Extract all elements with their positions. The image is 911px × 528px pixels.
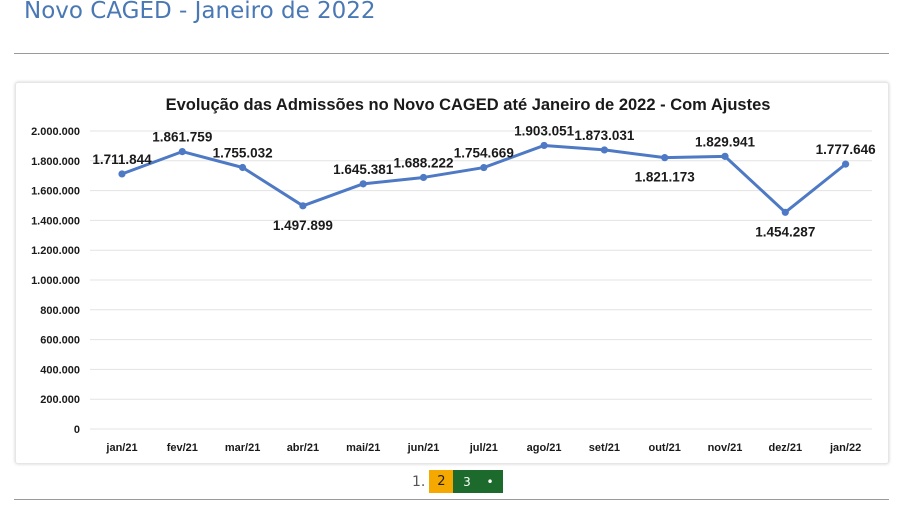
- data-label: 1.645.381: [333, 162, 394, 177]
- y-tick-label: 400.000: [40, 364, 80, 376]
- x-tick-label: dez/21: [768, 442, 802, 454]
- pager-dot-icon[interactable]: •: [486, 474, 494, 489]
- x-tick-label: set/21: [589, 442, 620, 454]
- y-tick-label: 2.000.000: [31, 126, 80, 138]
- data-point: [661, 154, 669, 162]
- data-point: [178, 147, 186, 156]
- series-line: [118, 141, 850, 216]
- data-point: [419, 173, 428, 182]
- x-tick-label: mai/21: [346, 442, 380, 454]
- y-tick-label: 1.400.000: [31, 215, 80, 227]
- data-point: [781, 208, 789, 216]
- data-label: 1.497.899: [273, 218, 333, 233]
- chart-title: Evolução das Admissões no Novo CAGED até…: [166, 96, 771, 114]
- x-tick-label: jan/21: [105, 442, 137, 454]
- y-axis-ticks: 0 200.000 400.000 600.000 800.000 1.000.000 1.…: [31, 126, 80, 436]
- y-tick-label: 1.000.000: [31, 275, 80, 287]
- y-tick-label: 1.600.000: [31, 186, 80, 198]
- data-label: 1.873.031: [574, 128, 635, 143]
- y-tick-label: 1.800.000: [31, 156, 80, 168]
- page-title: Novo CAGED - Janeiro de 2022: [24, 0, 376, 24]
- x-tick-label: nov/21: [708, 442, 743, 454]
- x-tick-label: jun/21: [407, 442, 440, 454]
- data-label: 1.829.941: [695, 134, 756, 149]
- y-tick-label: 1.200.000: [31, 245, 80, 257]
- data-point: [299, 202, 307, 210]
- pager-page-next[interactable]: 3: [463, 474, 471, 489]
- x-tick-label: ago/21: [527, 442, 562, 454]
- data-point: [359, 180, 367, 188]
- data-label: 1.777.646: [816, 142, 877, 157]
- pager-nav[interactable]: 3 •: [453, 470, 504, 493]
- data-point: [540, 141, 548, 150]
- x-tick-label: fev/21: [167, 442, 198, 454]
- y-tick-label: 0: [74, 424, 80, 436]
- data-label: 1.903.051: [514, 123, 575, 138]
- x-tick-label: jul/21: [469, 442, 498, 454]
- data-label: 1.861.759: [152, 130, 212, 145]
- bottom-divider: [14, 499, 889, 500]
- data-point: [600, 146, 609, 154]
- data-label: 1.454.287: [755, 224, 815, 239]
- y-tick-label: 600.000: [40, 335, 80, 347]
- data-label: 1.821.173: [635, 170, 696, 185]
- pager-page-active[interactable]: 2: [429, 470, 454, 493]
- data-point: [118, 170, 126, 178]
- data-label: 1.711.844: [92, 152, 152, 167]
- data-point: [842, 160, 850, 168]
- y-tick-label: 200.000: [40, 394, 80, 406]
- admissions-line-chart: Evolução das Admissões no Novo CAGED até…: [31, 96, 876, 454]
- x-tick-label: abr/21: [287, 442, 319, 454]
- x-tick-label: jan/22: [829, 442, 861, 454]
- data-label: 1.754.669: [454, 146, 514, 161]
- x-tick-label: mar/21: [225, 442, 260, 454]
- data-point: [480, 163, 488, 172]
- data-point: [721, 152, 729, 160]
- x-tick-label: out/21: [648, 442, 680, 454]
- pager-prefix: 1.: [412, 473, 426, 490]
- data-label: 1.688.222: [393, 155, 453, 170]
- top-divider: [14, 53, 889, 54]
- chart-card: Evolução das Admissões no Novo CAGED até…: [15, 82, 889, 464]
- data-label: 1.755.032: [213, 146, 273, 161]
- x-axis-ticks: jan/21 fev/21 mar/21 abr/21 mai/21 jun/21 jul/…: [105, 442, 861, 454]
- data-point: [239, 163, 247, 172]
- pager: 1. 2 3 •: [412, 470, 504, 493]
- gridlines: [90, 130, 872, 430]
- y-tick-label: 800.000: [40, 305, 80, 317]
